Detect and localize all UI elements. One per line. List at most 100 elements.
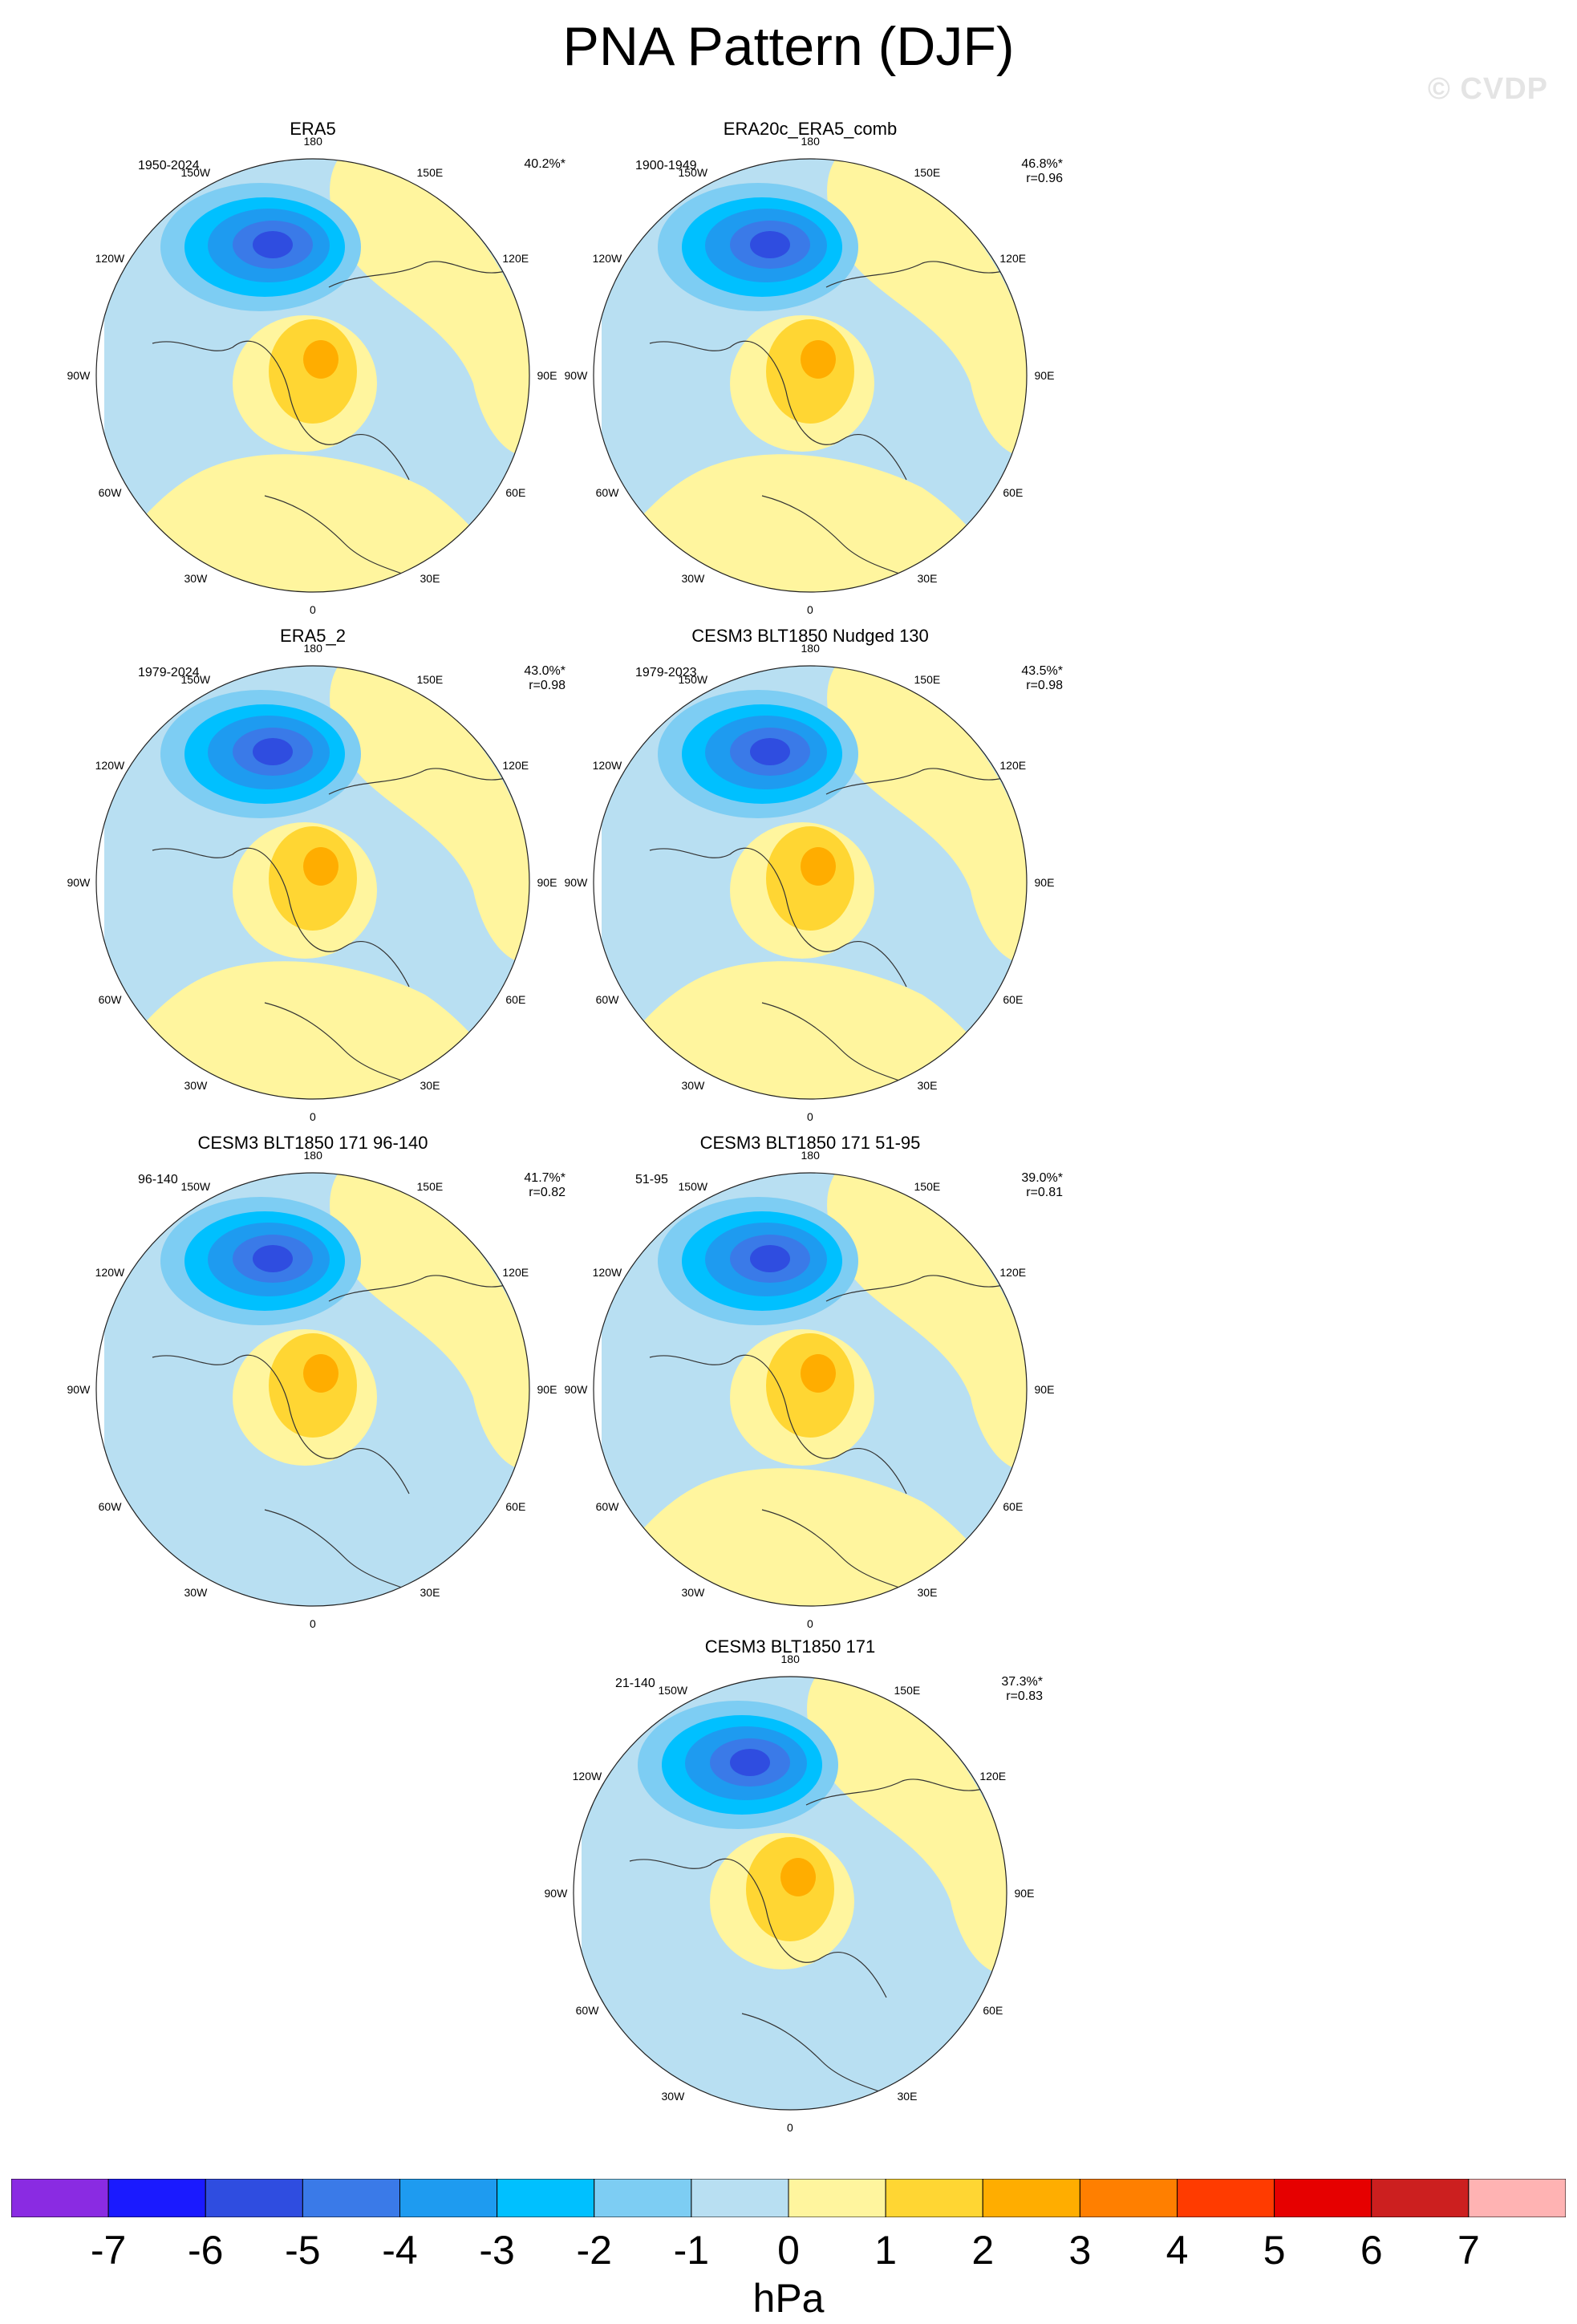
lon-label-top: 180 — [801, 642, 820, 655]
lon-label-lower_right: 30E — [917, 1585, 938, 1599]
colorbar-tick-label: 3 — [1068, 2228, 1092, 2273]
colorbar-tick-label: -7 — [90, 2228, 127, 2273]
lon-label-lower_left: 30W — [184, 1585, 208, 1599]
positive-region — [104, 1468, 521, 1606]
lon-label-left_upper: 120W — [95, 252, 125, 265]
positive-region — [602, 1468, 1019, 1606]
lon-label-bottom: 0 — [807, 603, 813, 616]
lon-label-left: 90W — [564, 1383, 588, 1396]
coastline — [825, 1275, 1003, 1302]
positive-region — [827, 159, 1027, 457]
lon-label-lower_left: 30W — [681, 1078, 705, 1092]
colorbar-swatch — [1177, 2179, 1275, 2217]
pattern-correlation: r=0.96 — [1026, 172, 1063, 185]
panel-stats: 40.2%* — [469, 157, 566, 172]
lon-label-left_lower: 60W — [595, 993, 619, 1006]
lon-label-right_lower: 60E — [505, 486, 526, 499]
lon-label-upper_left: 150W — [678, 673, 708, 687]
negative-region — [750, 1245, 790, 1272]
map-boundary — [593, 665, 1028, 1100]
pct-explained: 37.3%* — [1001, 1675, 1043, 1689]
map-boundary — [593, 158, 1028, 593]
positive-region — [303, 340, 339, 379]
map-boundary — [95, 158, 530, 593]
coastline — [649, 1354, 907, 1495]
colorbar-tick-label: -4 — [382, 2228, 418, 2273]
positive-region — [827, 1173, 1027, 1471]
lon-label-bottom: 0 — [310, 1110, 316, 1123]
lon-label-right_lower: 60E — [1003, 1500, 1024, 1513]
coastline — [328, 768, 506, 795]
lon-label-left_upper: 120W — [95, 1266, 125, 1279]
coastline — [825, 261, 1003, 288]
coastline — [264, 1509, 410, 1591]
map-panel: CESM3 BLT1850 171 96-140 96-140 41.7%* r=… — [67, 1133, 826, 1630]
positive-region — [827, 666, 1027, 964]
cvdp-watermark: © CVDP — [1427, 72, 1548, 106]
lon-label-left: 90W — [564, 369, 588, 382]
polar-map — [593, 665, 1028, 1100]
lon-label-left: 90W — [67, 1383, 91, 1396]
coastline — [761, 1002, 907, 1084]
map-panel: CESM3 BLT1850 171 51-95 51-95 39.0%* r=0.… — [565, 1133, 1324, 1630]
lon-label-right_upper: 120E — [502, 1266, 529, 1279]
lon-label-left_upper: 120W — [592, 252, 622, 265]
pct-explained: 43.5%* — [1021, 664, 1063, 678]
coastline — [152, 340, 410, 481]
colorbar-tick-label: 2 — [971, 2228, 995, 2273]
colorbar-swatch — [302, 2179, 400, 2217]
lon-label-left: 90W — [67, 876, 91, 889]
panel-period: 51-95 — [635, 1173, 668, 1186]
lon-label-right_upper: 120E — [502, 759, 529, 772]
lon-label-upper_left: 150W — [180, 673, 211, 687]
lon-label-top: 180 — [303, 1149, 322, 1162]
colorbar-tick-label: -2 — [576, 2228, 612, 2273]
lon-label-upper_right: 150E — [914, 673, 941, 687]
panel-period: 1900-1949 — [635, 159, 697, 172]
colorbar-tick-label: -1 — [673, 2228, 710, 2273]
positive-region — [780, 1858, 816, 1896]
polar-map — [95, 665, 530, 1100]
coastline — [649, 847, 907, 988]
colorbar-swatch — [107, 2179, 206, 2217]
lon-label-upper_left: 150W — [658, 1684, 688, 1697]
coastline — [629, 1858, 887, 1998]
lon-label-bottom: 0 — [807, 1110, 813, 1123]
negative-region — [253, 738, 293, 765]
polar-map — [593, 1172, 1028, 1607]
lon-label-lower_right: 30E — [420, 1078, 440, 1092]
coastline — [825, 768, 1003, 795]
colorbar-swatch — [497, 2179, 595, 2217]
lon-label-left_lower: 60W — [98, 993, 122, 1006]
lon-label-right_lower: 60E — [1003, 993, 1024, 1006]
lon-label-top: 180 — [303, 642, 322, 655]
lon-label-lower_right: 30E — [420, 571, 440, 585]
lon-label-left_lower: 60W — [595, 486, 619, 499]
positive-region — [104, 454, 521, 592]
positive-region — [807, 1677, 1007, 1975]
colorbar-swatch — [1274, 2179, 1372, 2217]
panel-stats: 43.5%* r=0.98 — [967, 664, 1063, 693]
lon-label-left: 90W — [564, 876, 588, 889]
negative-region — [253, 231, 293, 258]
lon-label-top: 180 — [780, 1653, 800, 1665]
lon-label-right: 90E — [537, 1383, 557, 1396]
coastline — [761, 1509, 907, 1591]
colorbar-swatch — [1468, 2179, 1566, 2217]
panel-title: ERA5_2 — [280, 626, 346, 646]
colorbar-tick-label: -3 — [479, 2228, 515, 2273]
lon-label-bottom: 0 — [310, 1617, 316, 1630]
lon-label-lower_left: 30W — [661, 2089, 685, 2103]
pattern-correlation: r=0.81 — [1026, 1186, 1063, 1199]
lon-label-right: 90E — [1034, 876, 1055, 889]
positive-region — [801, 1354, 836, 1393]
polar-map — [593, 158, 1028, 593]
lon-label-top: 180 — [801, 1149, 820, 1162]
coastline — [328, 261, 506, 288]
lon-label-left_upper: 120W — [592, 759, 622, 772]
lon-label-left_lower: 60W — [98, 1500, 122, 1513]
lon-label-lower_right: 30E — [420, 1585, 440, 1599]
map-boundary — [95, 665, 530, 1100]
panel-title: ERA5 — [290, 119, 336, 139]
colorbar-swatch — [982, 2179, 1080, 2217]
